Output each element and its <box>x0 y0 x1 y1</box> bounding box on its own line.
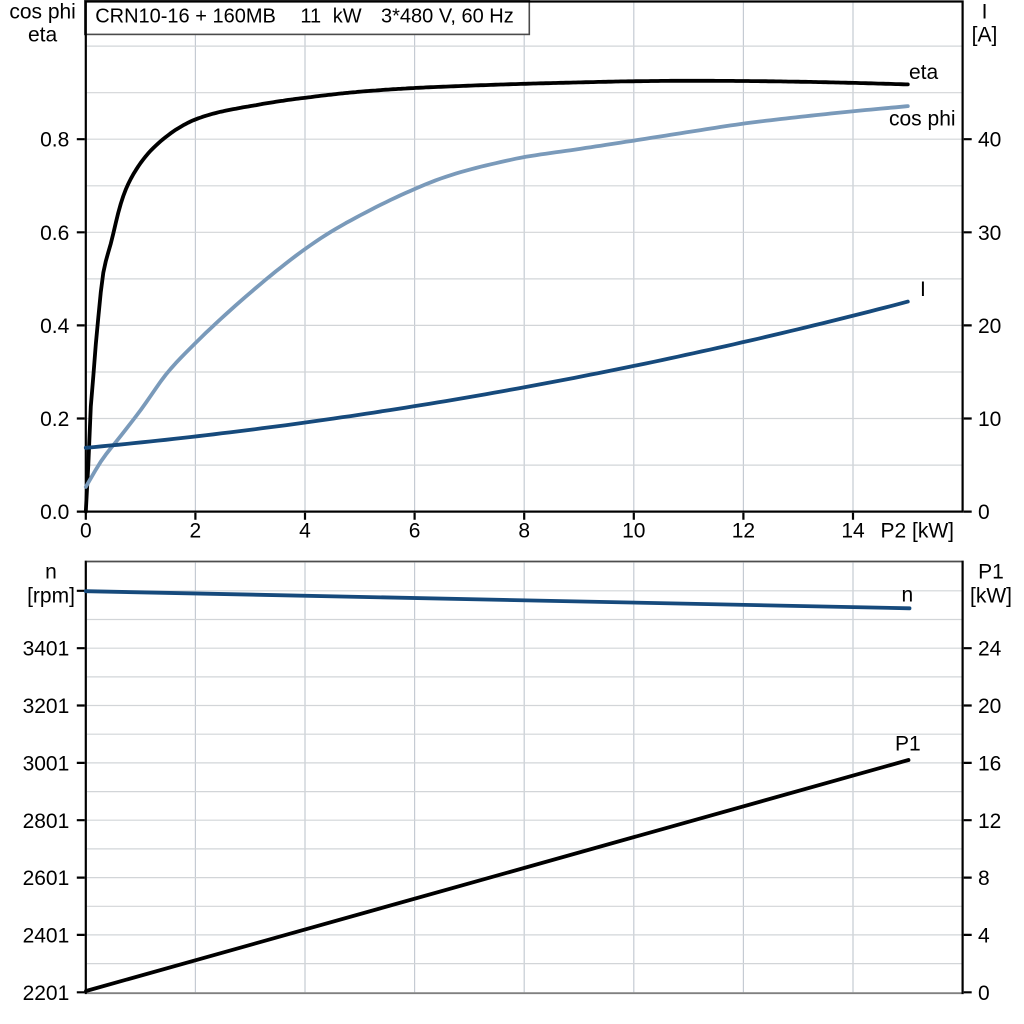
svg-text:n: n <box>45 561 57 584</box>
svg-text:0: 0 <box>80 520 92 543</box>
svg-text:3401: 3401 <box>23 638 70 661</box>
svg-text:2801: 2801 <box>23 810 70 833</box>
svg-text:8: 8 <box>518 520 530 543</box>
svg-text:P1: P1 <box>978 561 1004 584</box>
svg-text:14: 14 <box>841 520 865 543</box>
svg-text:eta: eta <box>909 61 939 84</box>
svg-text:20: 20 <box>978 695 1001 718</box>
svg-text:2: 2 <box>190 520 202 543</box>
svg-text:2401: 2401 <box>23 924 70 947</box>
svg-text:0.6: 0.6 <box>40 222 69 245</box>
svg-text:0.8: 0.8 <box>40 129 69 152</box>
svg-text:10: 10 <box>622 520 645 543</box>
svg-text:0: 0 <box>978 982 990 1005</box>
svg-text:8: 8 <box>978 867 990 890</box>
svg-text:[kW]: [kW] <box>970 585 1012 608</box>
svg-text:2601: 2601 <box>23 867 70 890</box>
svg-text:cos phi: cos phi <box>889 108 956 131</box>
svg-text:3201: 3201 <box>23 695 70 718</box>
svg-text:I: I <box>982 0 988 23</box>
svg-text:[rpm]: [rpm] <box>27 584 75 607</box>
svg-text:P1: P1 <box>895 733 921 756</box>
svg-text:40: 40 <box>978 129 1001 152</box>
svg-text:20: 20 <box>978 315 1001 338</box>
svg-text:0.4: 0.4 <box>40 315 70 338</box>
svg-text:CRN10-16 + 160MB: CRN10-16 + 160MB <box>95 6 276 28</box>
svg-text:eta: eta <box>28 23 58 46</box>
svg-text:2201: 2201 <box>23 982 70 1005</box>
svg-text:cos phi: cos phi <box>9 0 76 23</box>
svg-text:0: 0 <box>978 501 990 524</box>
svg-text:12: 12 <box>978 810 1001 833</box>
svg-text:24: 24 <box>978 638 1002 661</box>
svg-text:16: 16 <box>978 752 1001 775</box>
svg-text:4: 4 <box>299 520 311 543</box>
svg-text:6: 6 <box>409 520 421 543</box>
svg-text:0.0: 0.0 <box>40 501 69 524</box>
svg-text:3*480 V, 60 Hz: 3*480 V, 60 Hz <box>381 6 514 28</box>
svg-text:0.2: 0.2 <box>40 408 69 431</box>
svg-text:4: 4 <box>978 924 990 947</box>
svg-text:P2 [kW]: P2 [kW] <box>881 520 955 543</box>
svg-text:I: I <box>920 278 926 301</box>
svg-text:12: 12 <box>732 520 755 543</box>
svg-text:kW: kW <box>333 6 362 28</box>
svg-text:n: n <box>902 584 914 607</box>
svg-text:[A]: [A] <box>972 24 998 47</box>
svg-text:10: 10 <box>978 408 1001 431</box>
svg-text:11: 11 <box>300 6 321 28</box>
svg-text:3001: 3001 <box>23 752 70 775</box>
svg-text:30: 30 <box>978 222 1001 245</box>
